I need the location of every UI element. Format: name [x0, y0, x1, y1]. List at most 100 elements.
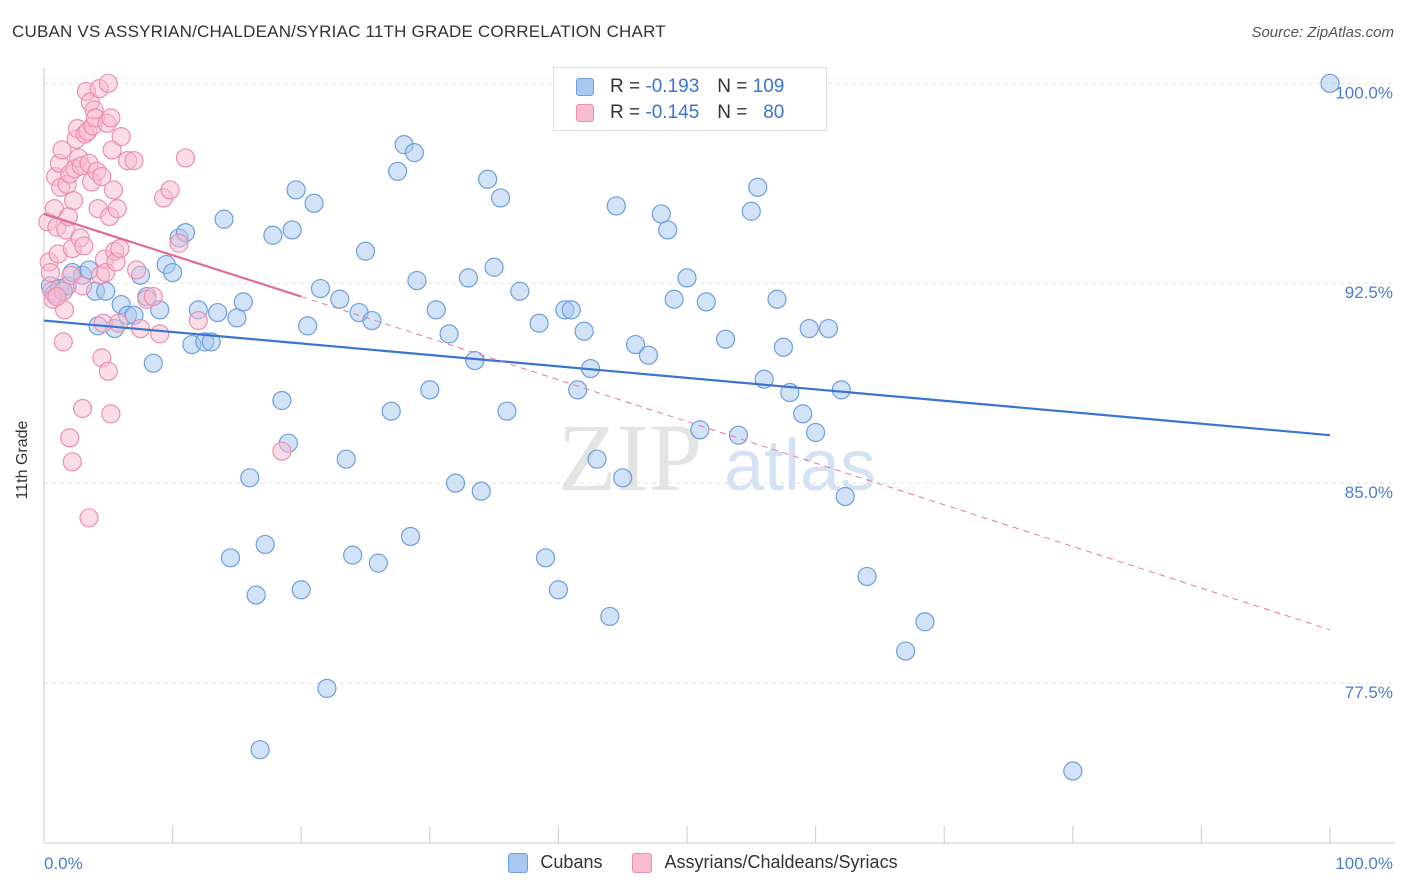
r-value-assyrians: -0.145 [645, 102, 700, 123]
point-cubans [574, 321, 594, 341]
legend-item-cubans[interactable]: Cubans [508, 852, 602, 873]
point-cubans [638, 345, 659, 365]
point-cubans [388, 161, 408, 181]
point-assyrians [108, 313, 129, 333]
point-cubans [1320, 73, 1340, 93]
y-tick-label: 77.5% [1345, 683, 1393, 702]
point-cubans [587, 449, 607, 469]
trend-line-cubans [43, 319, 1331, 437]
point-assyrians [62, 452, 82, 472]
point-cubans [201, 332, 221, 352]
point-cubans [805, 422, 826, 443]
r-value-cubans: -0.193 [645, 76, 700, 97]
point-cubans [291, 580, 311, 600]
point-assyrians [150, 324, 170, 344]
point-cubans [497, 401, 517, 421]
legend-row-cubans: R = -0.193 N = 109 [576, 75, 784, 99]
point-cubans [298, 316, 318, 336]
point-cubans [255, 534, 275, 555]
point-assyrians [79, 508, 99, 528]
point-cubans [658, 220, 678, 240]
point-cubans [818, 318, 839, 339]
point-cubans [404, 143, 424, 163]
point-assyrians [102, 140, 122, 160]
point-assyrians [188, 310, 208, 331]
point-assyrians [53, 332, 73, 352]
point-cubans [286, 180, 306, 200]
legend-swatch-cubans [508, 852, 529, 873]
r-label: R = [610, 102, 641, 123]
point-assyrians [52, 140, 72, 160]
point-cubans [458, 268, 478, 288]
point-cubans [426, 300, 446, 320]
point-cubans [613, 468, 633, 488]
point-assyrians [124, 151, 144, 171]
trend-lines [43, 212, 1331, 631]
point-cubans [548, 580, 569, 600]
point-cubans [381, 401, 401, 421]
point-cubans [696, 292, 716, 312]
series-legend: Cubans Assyrians/Chaldeans/Syriacs [0, 852, 1406, 873]
point-cubans [510, 281, 530, 301]
n-value-cubans: 109 [752, 76, 785, 97]
point-cubans [343, 545, 363, 565]
point-cubans [484, 257, 504, 277]
point-assyrians [60, 428, 80, 448]
point-cubans [96, 281, 116, 301]
data-points [38, 73, 1340, 781]
point-cubans [439, 324, 459, 344]
point-cubans [664, 289, 684, 309]
point-cubans [748, 177, 768, 197]
point-cubans [799, 318, 819, 339]
point-cubans [400, 526, 421, 547]
watermark: ZIP atlas [558, 404, 876, 511]
point-cubans [690, 420, 710, 440]
n-label: N = [717, 76, 748, 97]
x-tick-label: 0.0% [44, 854, 83, 873]
point-assyrians [74, 236, 94, 256]
point-assyrians [98, 361, 118, 381]
x-tick-label: 100.0% [1335, 854, 1393, 873]
legend-swatch-assyrians [576, 104, 594, 122]
y-tick-label: 85.0% [1345, 483, 1393, 502]
tick-labels: 100.0% 92.5% 85.0% 77.5% 0.0% 100.0% [44, 83, 1393, 873]
point-cubans [471, 481, 491, 501]
point-assyrians [111, 127, 131, 147]
point-cubans [355, 241, 376, 261]
point-cubans [915, 612, 935, 632]
point-cubans [330, 289, 350, 309]
point-cubans [857, 566, 877, 587]
legend-item-assyrians[interactable]: Assyrians/Chaldeans/Syriacs [632, 852, 898, 873]
point-assyrians [47, 286, 67, 307]
point-cubans [282, 220, 302, 240]
point-cubans [233, 292, 253, 312]
point-assyrians [169, 233, 189, 253]
point-cubans [263, 225, 283, 245]
point-assyrians [101, 108, 121, 128]
point-cubans [420, 380, 440, 400]
point-cubans [561, 300, 581, 320]
y-tick-label: 92.5% [1345, 283, 1393, 302]
legend-swatch-assyrians [632, 852, 653, 873]
point-cubans [362, 310, 382, 331]
point-assyrians [272, 441, 292, 461]
point-cubans [741, 201, 761, 221]
source-label: Source: ZipAtlas.com [1251, 24, 1394, 41]
point-assyrians [107, 199, 127, 219]
point-assyrians [63, 191, 84, 211]
point-cubans [304, 193, 324, 213]
point-cubans [677, 268, 697, 288]
point-cubans [272, 390, 292, 411]
chart-title: CUBAN VS ASSYRIAN/CHALDEAN/SYRIAC 11TH G… [12, 22, 666, 41]
n-label: N = [717, 102, 748, 123]
legend-label-assyrians: Assyrians/Chaldeans/Syriacs [664, 852, 898, 872]
point-cubans [240, 468, 260, 488]
point-cubans [143, 353, 163, 373]
point-cubans [896, 641, 916, 661]
axes [43, 68, 1395, 844]
legend-swatch-cubans [576, 78, 594, 96]
point-cubans [835, 486, 855, 507]
point-cubans [478, 169, 498, 189]
point-assyrians [160, 180, 180, 200]
point-cubans [529, 313, 549, 333]
